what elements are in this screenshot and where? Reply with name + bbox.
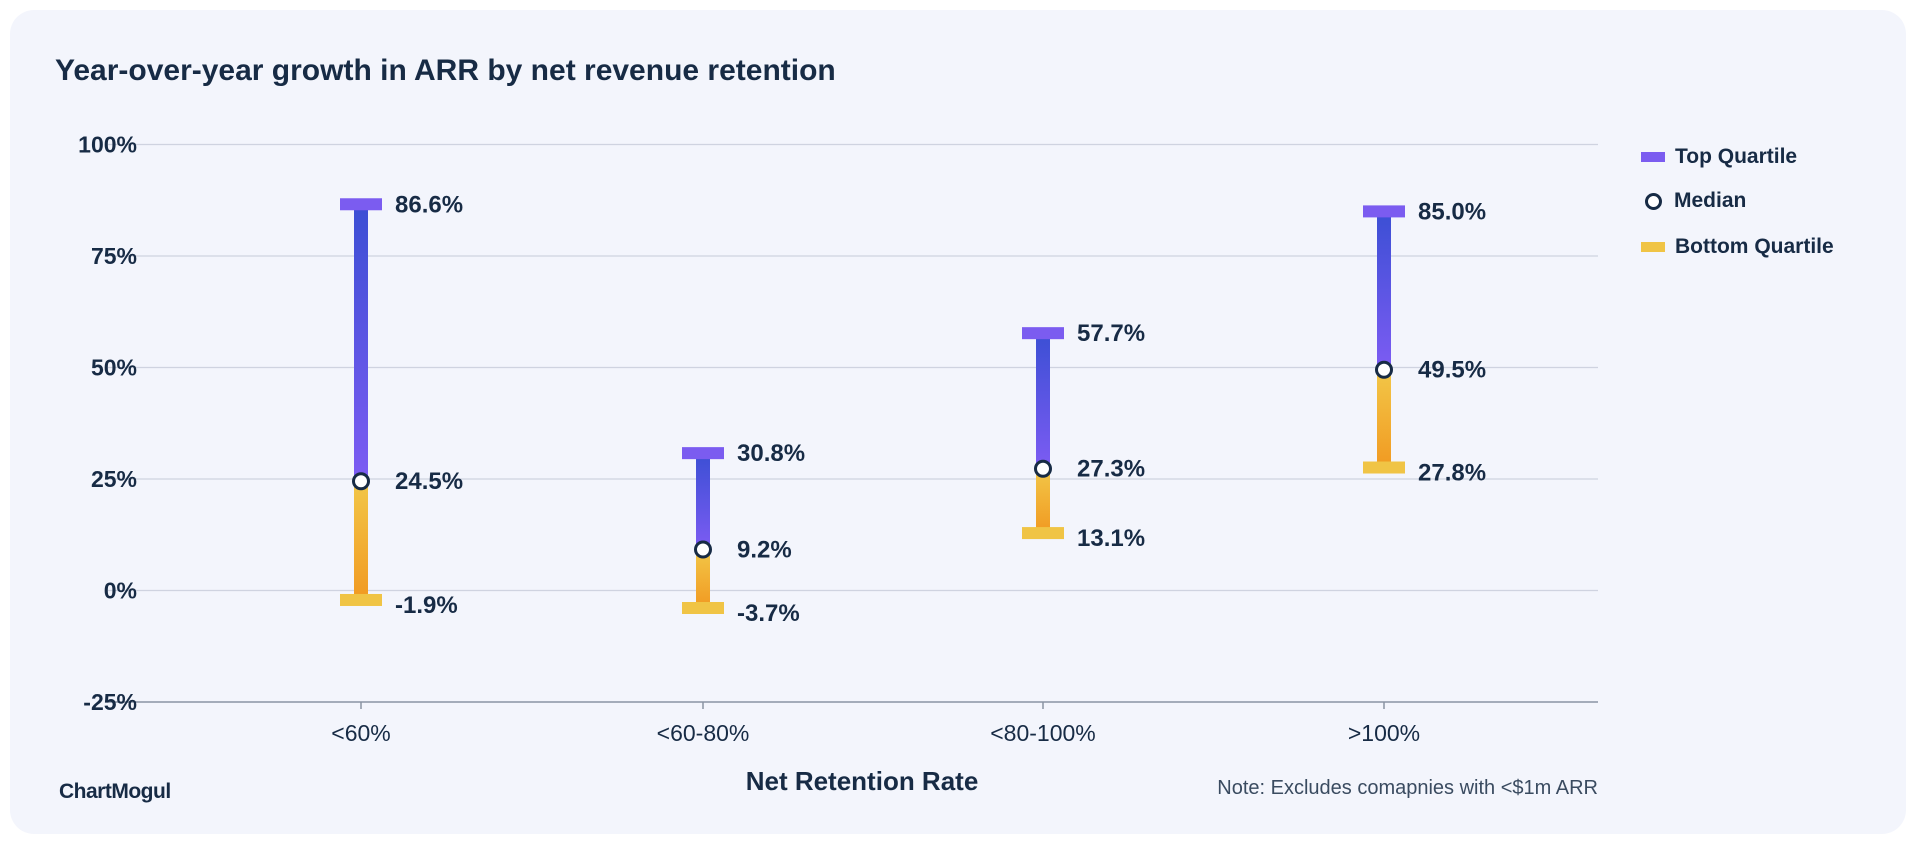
bottom-quartile-label: 13.1% <box>1077 525 1145 552</box>
top-quartile-bar <box>696 453 710 550</box>
bottom-quartile-bar <box>354 481 368 599</box>
bottom-quartile-label: 27.8% <box>1418 460 1486 487</box>
legend-top-quartile: Top Quartile <box>1641 145 1797 169</box>
x-tick-label: >100% <box>1348 720 1420 746</box>
top-quartile-cap <box>340 198 382 211</box>
bottom-quartile-cap <box>1363 461 1405 474</box>
brand-logo: ChartMogul <box>59 780 171 803</box>
x-tick-label: <60-80% <box>657 720 750 746</box>
legend-label: Top Quartile <box>1675 145 1798 168</box>
top-quartile-cap <box>1022 327 1064 340</box>
bottom-quartile-label: -3.7% <box>737 600 800 627</box>
y-tick-label: 75% <box>91 243 137 269</box>
median-label: 27.3% <box>1077 456 1145 483</box>
y-tick-label: -25% <box>83 689 137 715</box>
y-tick-label: 25% <box>91 466 137 492</box>
top-quartile-label: 57.7% <box>1077 320 1145 347</box>
bottom-quartile-cap <box>1022 527 1064 540</box>
top-quartile-bar <box>354 204 368 482</box>
chart-title: Year-over-year growth in ARR by net reve… <box>55 54 836 87</box>
legend-label: Bottom Quartile <box>1675 235 1834 258</box>
median-marker <box>352 472 370 491</box>
median-label: 9.2% <box>737 536 792 563</box>
top-quartile-label: 85.0% <box>1418 198 1486 225</box>
top-quartile-label: 30.8% <box>737 440 805 467</box>
footnote: Note: Excludes comapnies with <$1m ARR <box>1217 777 1598 799</box>
median-label: 24.5% <box>395 468 463 495</box>
bottom-quartile-bar <box>1377 369 1391 467</box>
median-marker <box>1034 459 1052 478</box>
bottom-quartile-cap <box>682 602 724 615</box>
x-tick-label: <60% <box>331 720 390 746</box>
median-marker <box>1375 360 1393 379</box>
top-quartile-label: 86.6% <box>395 191 463 218</box>
legend-label: Median <box>1674 189 1747 212</box>
chart-card <box>10 10 1906 834</box>
y-tick-label: 100% <box>78 132 137 158</box>
top-quartile-bar <box>1377 211 1391 370</box>
legend-bottom-quartile: Bottom Quartile <box>1641 235 1834 259</box>
x-axis-title: Net Retention Rate <box>745 766 979 796</box>
bottom-quartile-bar <box>1036 468 1050 533</box>
top-quartile-cap <box>682 447 724 460</box>
y-tick-label: 50% <box>91 355 137 381</box>
top-quartile-cap <box>1363 205 1405 218</box>
bottom-quartile-cap <box>340 593 382 606</box>
median-label: 49.5% <box>1418 357 1486 384</box>
bottom-quartile-label: -1.9% <box>395 592 458 619</box>
bottom-quartile-bar <box>696 549 710 608</box>
x-tick-label: <80-100% <box>990 720 1096 746</box>
legend-swatch-top <box>1641 152 1665 162</box>
top-quartile-bar <box>1036 333 1050 469</box>
legend-swatch-bottom <box>1641 242 1665 252</box>
y-tick-label: 0% <box>104 578 137 604</box>
legend-marker-median <box>1645 192 1662 210</box>
median-marker <box>694 540 712 559</box>
legend-median: Median <box>1641 189 1746 213</box>
